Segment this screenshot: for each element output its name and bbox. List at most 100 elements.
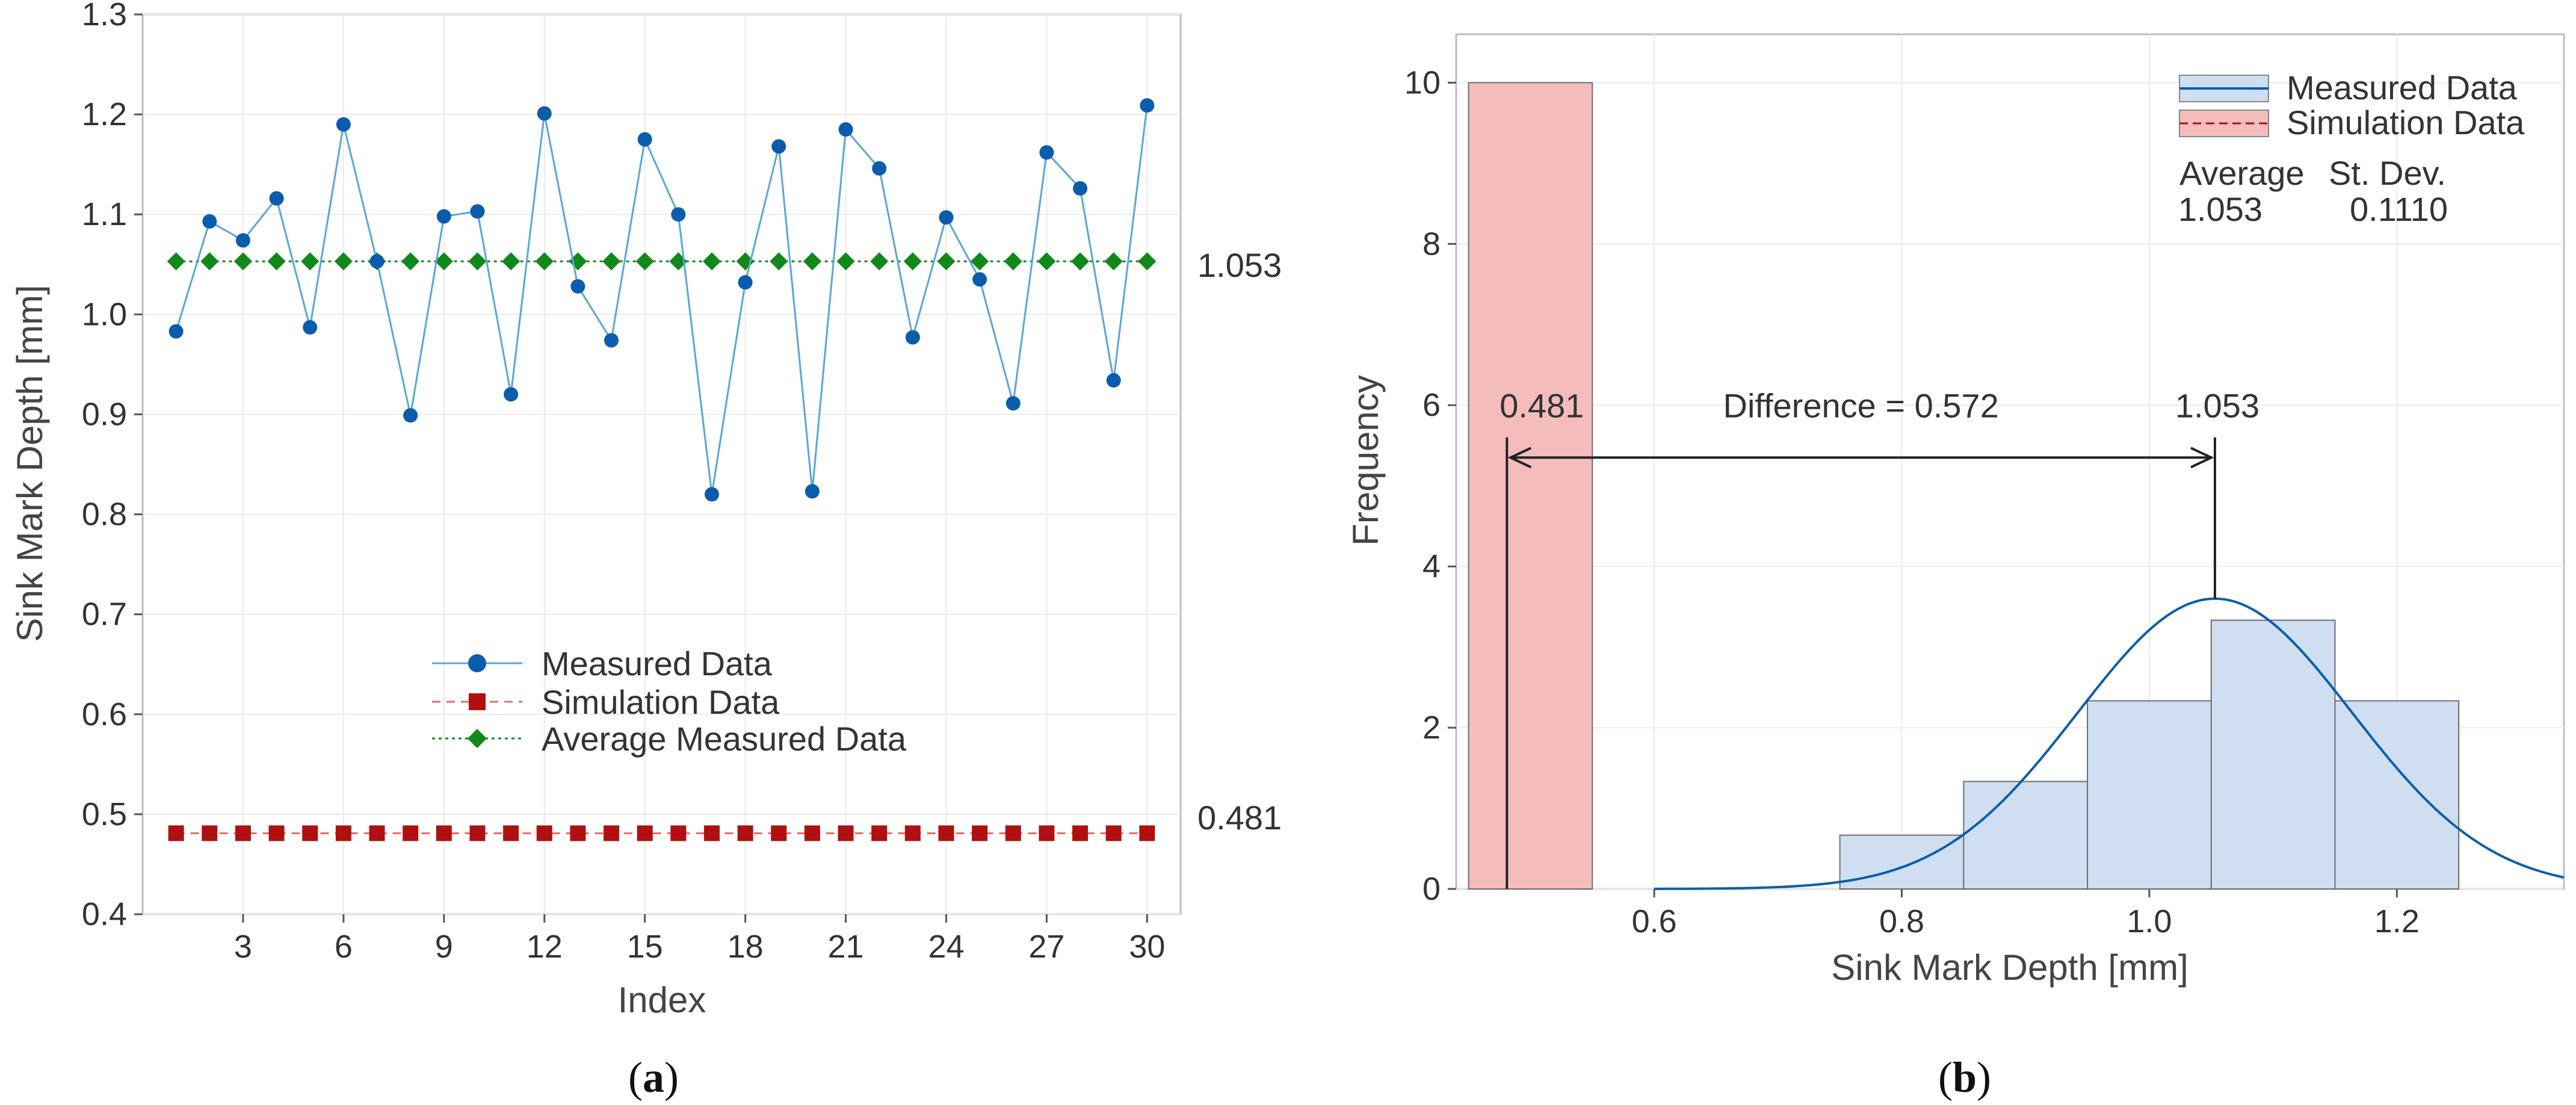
point-simulation <box>268 825 285 841</box>
point-average <box>1037 252 1056 271</box>
x-tick-label-a: 9 <box>435 929 453 965</box>
point-average <box>535 252 554 271</box>
legend-item-measured-b: Measured Data <box>2179 69 2518 107</box>
stats-average-header: Average <box>2179 154 2305 192</box>
point-simulation <box>570 825 586 841</box>
x-tick-label-a: 30 <box>1129 929 1165 965</box>
series-line-0 <box>175 105 1148 495</box>
line-chart-panel-a: 0.4 0.5 0.6 0.7 0.8 0.9 1.0 1.1 1.2 1.3 3 6 9 12 15 18… <box>10 0 1282 1101</box>
stats-stdev-header: St. Dev. <box>2329 154 2446 192</box>
point-average <box>937 252 956 271</box>
y-tick-label-a: 0.4 <box>82 896 127 932</box>
legend-label-simulation: Simulation Data <box>542 683 780 721</box>
point-measured <box>939 210 954 225</box>
legend-marker-measured <box>468 654 486 672</box>
point-simulation <box>871 825 888 841</box>
point-simulation <box>972 825 988 841</box>
point-simulation <box>335 825 351 841</box>
x-tick-label-b: 0.8 <box>1879 903 1924 939</box>
x-tick-label-b: 1.2 <box>2374 903 2420 939</box>
point-average <box>602 252 621 271</box>
point-average <box>1138 252 1157 271</box>
point-simulation <box>604 825 620 841</box>
point-measured <box>1039 145 1054 160</box>
point-average <box>635 252 654 271</box>
point-simulation <box>536 825 552 841</box>
caption-a-letter: a <box>643 1053 664 1101</box>
series-a <box>167 98 1157 841</box>
legend-label-measured: Measured Data <box>542 645 773 682</box>
x-ticks-a: 3 6 9 12 15 18 21 24 27 30 <box>234 914 1165 965</box>
point-average <box>434 252 453 271</box>
y-ticks-b: 0 2 4 6 8 10 <box>1404 64 1456 907</box>
legend-a: Measured Data Simulation Data Average Me… <box>432 645 907 758</box>
x-axis-label-b: Sink Mark Depth [mm] <box>1831 947 2188 988</box>
point-measured <box>369 254 385 269</box>
point-simulation <box>838 825 854 841</box>
simulation-value-annotation: 0.481 <box>1500 386 1584 424</box>
point-simulation <box>235 825 251 841</box>
point-measured <box>269 191 284 206</box>
point-simulation <box>1139 825 1155 841</box>
plot-frame-b <box>1455 33 2565 890</box>
y-tick-label-a: 1.2 <box>82 96 127 132</box>
histogram-bars <box>1468 82 2460 890</box>
point-simulation <box>503 825 519 841</box>
point-simulation <box>670 825 687 841</box>
simulation-value-label: 0.481 <box>1197 799 1282 837</box>
caption-b-letter: b <box>1953 1053 1977 1101</box>
histogram-panel-b: 0 2 4 6 8 10 0.6 0.8 1.0 1.2 0.481 1.053 Differe… <box>1345 33 2565 1101</box>
point-measured <box>738 275 753 290</box>
point-measured <box>805 484 820 499</box>
point-simulation <box>168 825 184 841</box>
y-axis-label-b: Frequency <box>1345 375 1386 545</box>
point-simulation <box>737 825 753 841</box>
x-ticks-b: 0.6 0.8 1.0 1.2 <box>1632 889 2420 939</box>
point-measured <box>1140 98 1155 113</box>
point-average <box>903 252 922 271</box>
histogram-bar-measured <box>2087 700 2212 890</box>
point-measured <box>336 117 351 132</box>
x-tick-label-a: 6 <box>335 929 353 965</box>
point-average <box>803 252 821 271</box>
arrow-head-left <box>1507 447 1532 469</box>
y-tick-label-a: 0.9 <box>82 396 127 432</box>
point-average <box>468 252 487 271</box>
point-simulation <box>436 825 452 841</box>
legend-item-simulation-b: Simulation Data <box>2179 104 2525 141</box>
caption-b: (b) <box>1938 1053 1991 1101</box>
legend-marker-simulation <box>469 693 486 710</box>
x-tick-label-a: 21 <box>828 929 864 965</box>
point-average <box>301 252 320 271</box>
point-average <box>401 252 420 271</box>
point-simulation <box>202 825 218 841</box>
point-simulation <box>804 825 820 841</box>
point-measured <box>403 408 418 423</box>
point-average <box>702 252 721 271</box>
x-tick-label-a: 24 <box>928 929 964 965</box>
y-tick-label-a: 0.7 <box>82 596 127 633</box>
average-value-label: 1.053 <box>1197 246 1282 284</box>
point-simulation <box>403 825 419 841</box>
point-average <box>334 252 353 271</box>
point-average <box>836 252 855 271</box>
legend-label-average: Average Measured Data <box>542 720 907 758</box>
point-simulation <box>1005 825 1021 841</box>
difference-annotation: 0.481 1.053 Difference = 0.572 <box>1500 386 2259 889</box>
point-measured <box>470 204 485 219</box>
x-tick-label-a: 18 <box>727 929 764 965</box>
point-average <box>770 252 788 271</box>
point-measured <box>1073 181 1088 196</box>
point-measured <box>235 233 250 248</box>
caption-a: (a) <box>628 1053 679 1101</box>
y-tick-label-a: 0.5 <box>82 796 127 832</box>
point-measured <box>838 122 853 137</box>
legend-label-simulation-b: Simulation Data <box>2287 104 2525 141</box>
x-tick-label-a: 15 <box>627 929 663 965</box>
histogram-bar-measured <box>1839 834 1965 890</box>
point-simulation <box>637 825 653 841</box>
histogram-bar-measured <box>2210 619 2336 890</box>
stats-stdev-value: 0.1110 <box>2350 190 2448 228</box>
point-simulation <box>369 825 385 841</box>
